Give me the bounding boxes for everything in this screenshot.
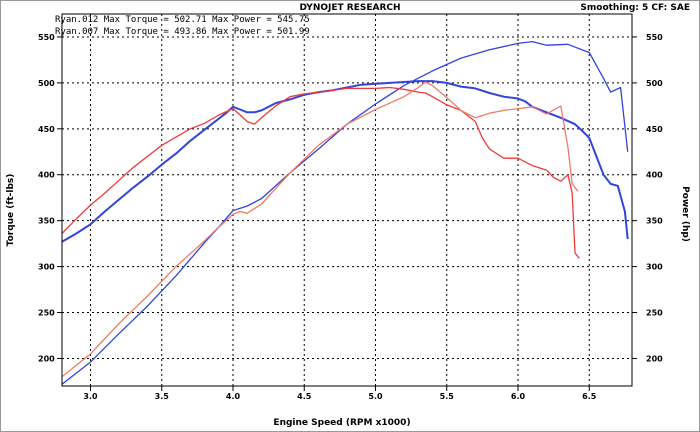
x-tick-label: 3.0 [83, 392, 98, 401]
y-tick-label-right: 350 [646, 217, 663, 226]
x-axis-title: Engine Speed (RPM x1000) [273, 418, 410, 428]
y-tick-label-right: 300 [646, 263, 663, 272]
y-tick-label-right: 200 [646, 354, 663, 363]
x-tick-label: 6.5 [582, 392, 597, 401]
legend-entry-run-012: Ryan.012 Max Torque = 502.71 Max Power =… [55, 15, 310, 25]
x-tick-label: 5.0 [368, 392, 383, 401]
y-axis-title-left: Torque (ft-lbs) [6, 174, 16, 247]
y-tick-label-left: 250 [38, 309, 55, 318]
y-tick-label-left: 500 [38, 79, 55, 88]
y-tick-label-right: 400 [646, 171, 663, 180]
y-tick-label-left: 200 [38, 354, 55, 363]
y-tick-label-right: 450 [646, 125, 663, 134]
grid [62, 14, 632, 386]
y-axis-title-right: Power (hp) [680, 186, 690, 242]
y-tick-label-left: 550 [38, 33, 55, 42]
y-tick-label-left: 300 [38, 263, 55, 272]
y-tick-label-right: 250 [646, 309, 663, 318]
series-line-ryan-012-power [61, 40, 629, 385]
x-tick-label: 4.5 [297, 392, 312, 401]
y-tick-label-left: 400 [38, 171, 55, 180]
plot-border [61, 13, 633, 387]
legend-entry-run-007: Ryan.007 Max Torque = 493.86 Max Power =… [55, 27, 310, 37]
y-tick-label-left: 450 [38, 125, 55, 134]
series-line-ryan-007-torque [61, 86, 580, 259]
series-line-ryan-007-power [61, 81, 579, 378]
x-tick-label: 3.5 [155, 392, 170, 401]
x-tick-label: 5.5 [440, 392, 455, 401]
y-tick-label-left: 350 [38, 217, 55, 226]
tick-labels: 3.0 3.5 4.0 4.5 5.0 5.5 6.0 6.5 200 200 250 250 300 3… [38, 33, 663, 401]
smoothing-info: Smoothing: 5 CF: SAE [580, 3, 690, 13]
y-tick-label-right: 550 [646, 33, 663, 42]
chart-title: DYNOJET RESEARCH [299, 3, 401, 13]
series-line-ryan-012-torque [61, 80, 629, 243]
x-tick-label: 6.0 [511, 392, 526, 401]
x-tick-label: 4.0 [226, 392, 241, 401]
series-layer [61, 40, 629, 385]
plot-frame [57, 13, 637, 391]
y-tick-label-right: 500 [646, 79, 663, 88]
